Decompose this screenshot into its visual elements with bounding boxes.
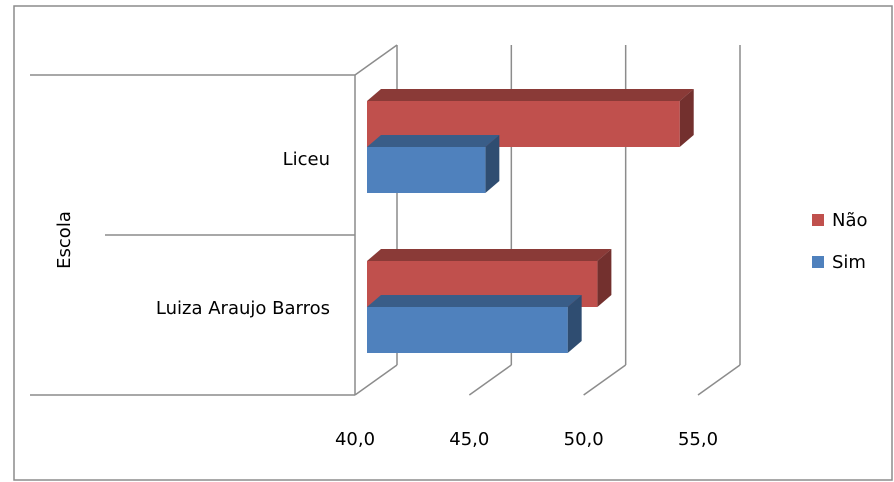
plot-area [30, 44, 741, 396]
bar-sim [367, 307, 568, 353]
floor-gridline [468, 364, 512, 396]
category-label: Luiza Araujo Barros [156, 298, 330, 319]
floor-gridline [354, 364, 398, 396]
bar-top-Sim [367, 135, 500, 147]
category-labels: Liceu Luiza Araujo Barros [156, 149, 330, 319]
bar-side-Sim [485, 135, 500, 193]
legend-swatch-não [812, 214, 824, 226]
legend: Não Sim [812, 210, 868, 273]
legend-swatch-sim [812, 256, 824, 268]
legend-label: Não [832, 210, 868, 231]
x-tick-label: 40,0 [335, 429, 375, 450]
bar-side-Não [679, 89, 694, 147]
x-tick-label: 50,0 [564, 429, 604, 450]
x-tick-label: 45,0 [449, 429, 489, 450]
x-tick-label: 55,0 [678, 429, 718, 450]
bar-top-Não [367, 89, 694, 101]
floor-gridline [697, 364, 741, 396]
chart-border [13, 5, 893, 481]
category-label: Liceu [283, 149, 330, 170]
floor-gridline [583, 364, 627, 396]
bar-side-Não [597, 249, 612, 307]
legend-label: Sim [832, 252, 866, 273]
wall-edge [354, 44, 398, 76]
bar-side-Sim [567, 295, 582, 353]
y-axis-title: Escola [54, 211, 75, 269]
bar-top-Não [367, 249, 612, 261]
bar-top-Sim [367, 295, 582, 307]
x-axis-ticks: 40,0 45,0 50,0 55,0 [335, 429, 718, 450]
bar-sim [367, 147, 486, 193]
